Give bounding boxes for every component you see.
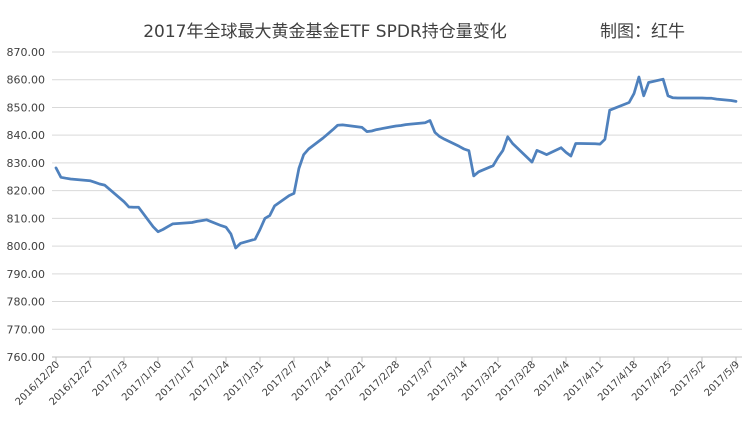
y-tick-label: 800.00 [7, 240, 46, 253]
y-tick-label: 780.00 [7, 296, 46, 309]
x-axis [52, 356, 742, 362]
y-tick-label: 810.00 [7, 212, 46, 225]
y-tick-label: 760.00 [7, 351, 46, 364]
x-tick-label: 2017/5/9 [703, 359, 743, 399]
series-line [54, 75, 738, 250]
y-tick-labels: 870.00 860.00 850.00 840.00 830.00 820.00 810.… [7, 46, 46, 364]
chart-credit: 制图：红牛 [600, 22, 685, 42]
y-tick-label: 830.00 [7, 157, 46, 170]
y-tick-label: 790.00 [7, 268, 46, 281]
y-tick-label: 870.00 [7, 46, 46, 59]
y-tick-label: 860.00 [7, 74, 46, 87]
gridlines [52, 51, 742, 330]
y-tick-label: 820.00 [7, 185, 46, 198]
x-tick-labels: 2016/12/202016/12/272017/1/32017/1/10201… [14, 359, 743, 408]
x-tick-label: 2017/5/2 [669, 359, 709, 399]
y-tick-label: 850.00 [7, 101, 46, 114]
y-tick-label: 840.00 [7, 129, 46, 142]
y-tick-label: 770.00 [7, 323, 46, 336]
chart-title: 2017年全球最大黄金基金ETF SPDR持仓量变化 [143, 22, 507, 42]
series-layer [54, 75, 738, 250]
